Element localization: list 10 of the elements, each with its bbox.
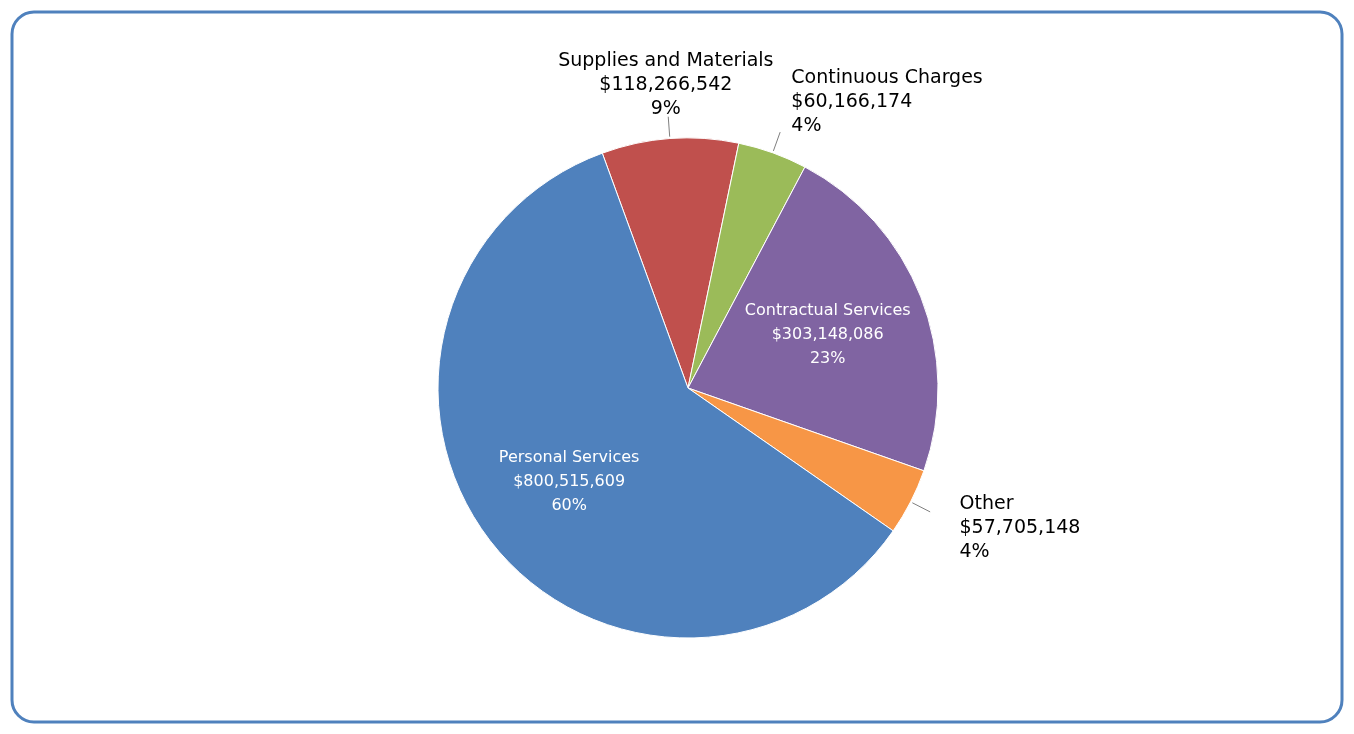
data-label: $800,515,609 60% [513, 470, 626, 514]
slice-label: Personal Services [498, 446, 640, 466]
slice-label: Other [959, 490, 1014, 513]
data-label: $118,266,542 9% [599, 71, 733, 118]
data-label: $60,166,174 4% [791, 89, 913, 136]
data-label: $57,705,148 4% [959, 514, 1081, 561]
data-label: $303,148,086 23% [771, 324, 884, 368]
slice-label: Supplies and Materials [558, 47, 774, 70]
slice-label: Continuous Charges [791, 65, 983, 88]
slice-label: Contractual Services [744, 300, 911, 320]
